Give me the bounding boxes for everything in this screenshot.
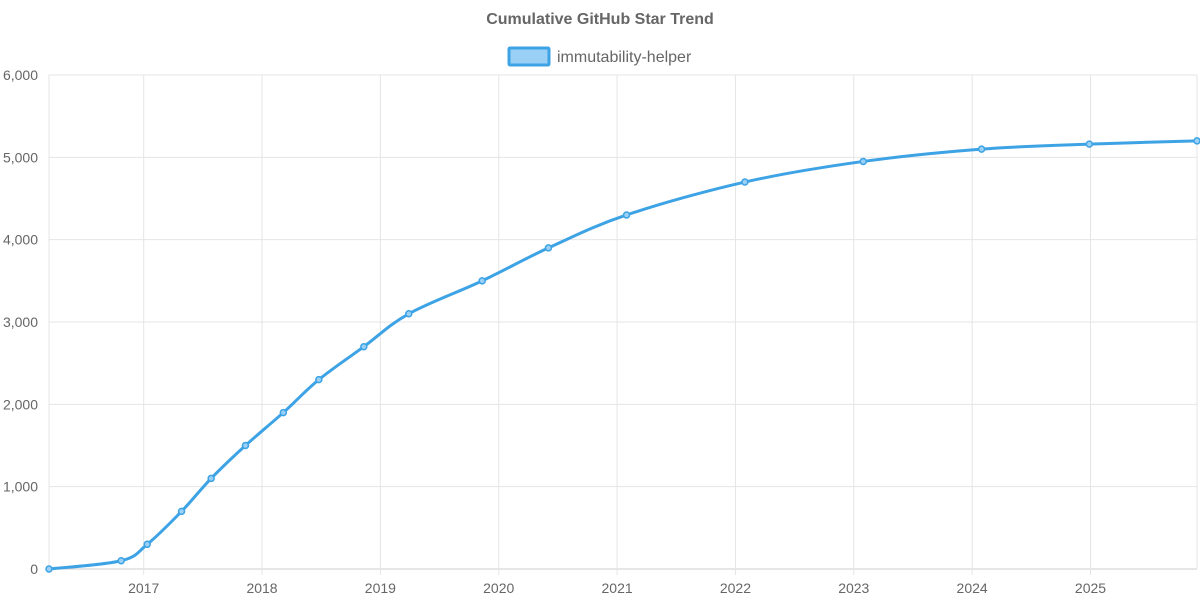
data-point[interactable] (143, 540, 151, 549)
x-tick-label: 2019 (365, 580, 396, 596)
data-point[interactable] (177, 507, 186, 516)
legend[interactable]: immutability-helper (507, 46, 692, 67)
data-point[interactable] (544, 244, 553, 252)
data-point[interactable] (360, 342, 368, 351)
data-point[interactable] (1085, 140, 1094, 148)
data-point[interactable] (207, 474, 215, 483)
legend-label: immutability-helper (557, 49, 692, 66)
series-immutability-helper (45, 137, 1200, 573)
data-point[interactable] (859, 157, 868, 166)
data-point[interactable] (1193, 137, 1200, 145)
y-tick-label: 0 (30, 561, 38, 577)
x-tick-label: 2017 (128, 580, 159, 596)
x-tick-label: 2018 (246, 580, 277, 596)
y-tick-label: 3,000 (3, 314, 38, 330)
chart-title: Cumulative GitHub Star Trend (486, 11, 714, 28)
x-tick-label: 2023 (838, 580, 869, 596)
y-tick-label: 1,000 (3, 479, 38, 495)
data-point[interactable] (977, 145, 986, 153)
data-point[interactable] (241, 441, 250, 450)
data-point[interactable] (279, 408, 288, 417)
x-tick-label: 2024 (957, 580, 988, 596)
x-tick-label: 2020 (483, 580, 514, 596)
data-point[interactable] (117, 557, 125, 565)
x-tick-label: 2025 (1075, 580, 1106, 596)
x-tick-label: 2022 (720, 580, 751, 596)
y-tick-label: 2,000 (3, 396, 38, 412)
y-tick-label: 4,000 (3, 232, 38, 248)
data-point[interactable] (45, 565, 53, 573)
y-tick-label: 5,000 (3, 149, 38, 165)
data-point[interactable] (315, 375, 323, 384)
grid-lines (48, 74, 1198, 570)
axes: 0 1,000 2,000 3,000 4,000 5,000 6,000 2017 2018 2… (3, 67, 1106, 596)
series-line (48, 139, 1198, 571)
legend-swatch (507, 46, 551, 67)
data-point[interactable] (622, 211, 631, 219)
data-point[interactable] (405, 310, 413, 318)
x-tick-label: 2021 (602, 580, 633, 596)
y-tick-label: 6,000 (3, 67, 38, 83)
data-point[interactable] (478, 277, 486, 285)
data-point[interactable] (741, 178, 749, 186)
